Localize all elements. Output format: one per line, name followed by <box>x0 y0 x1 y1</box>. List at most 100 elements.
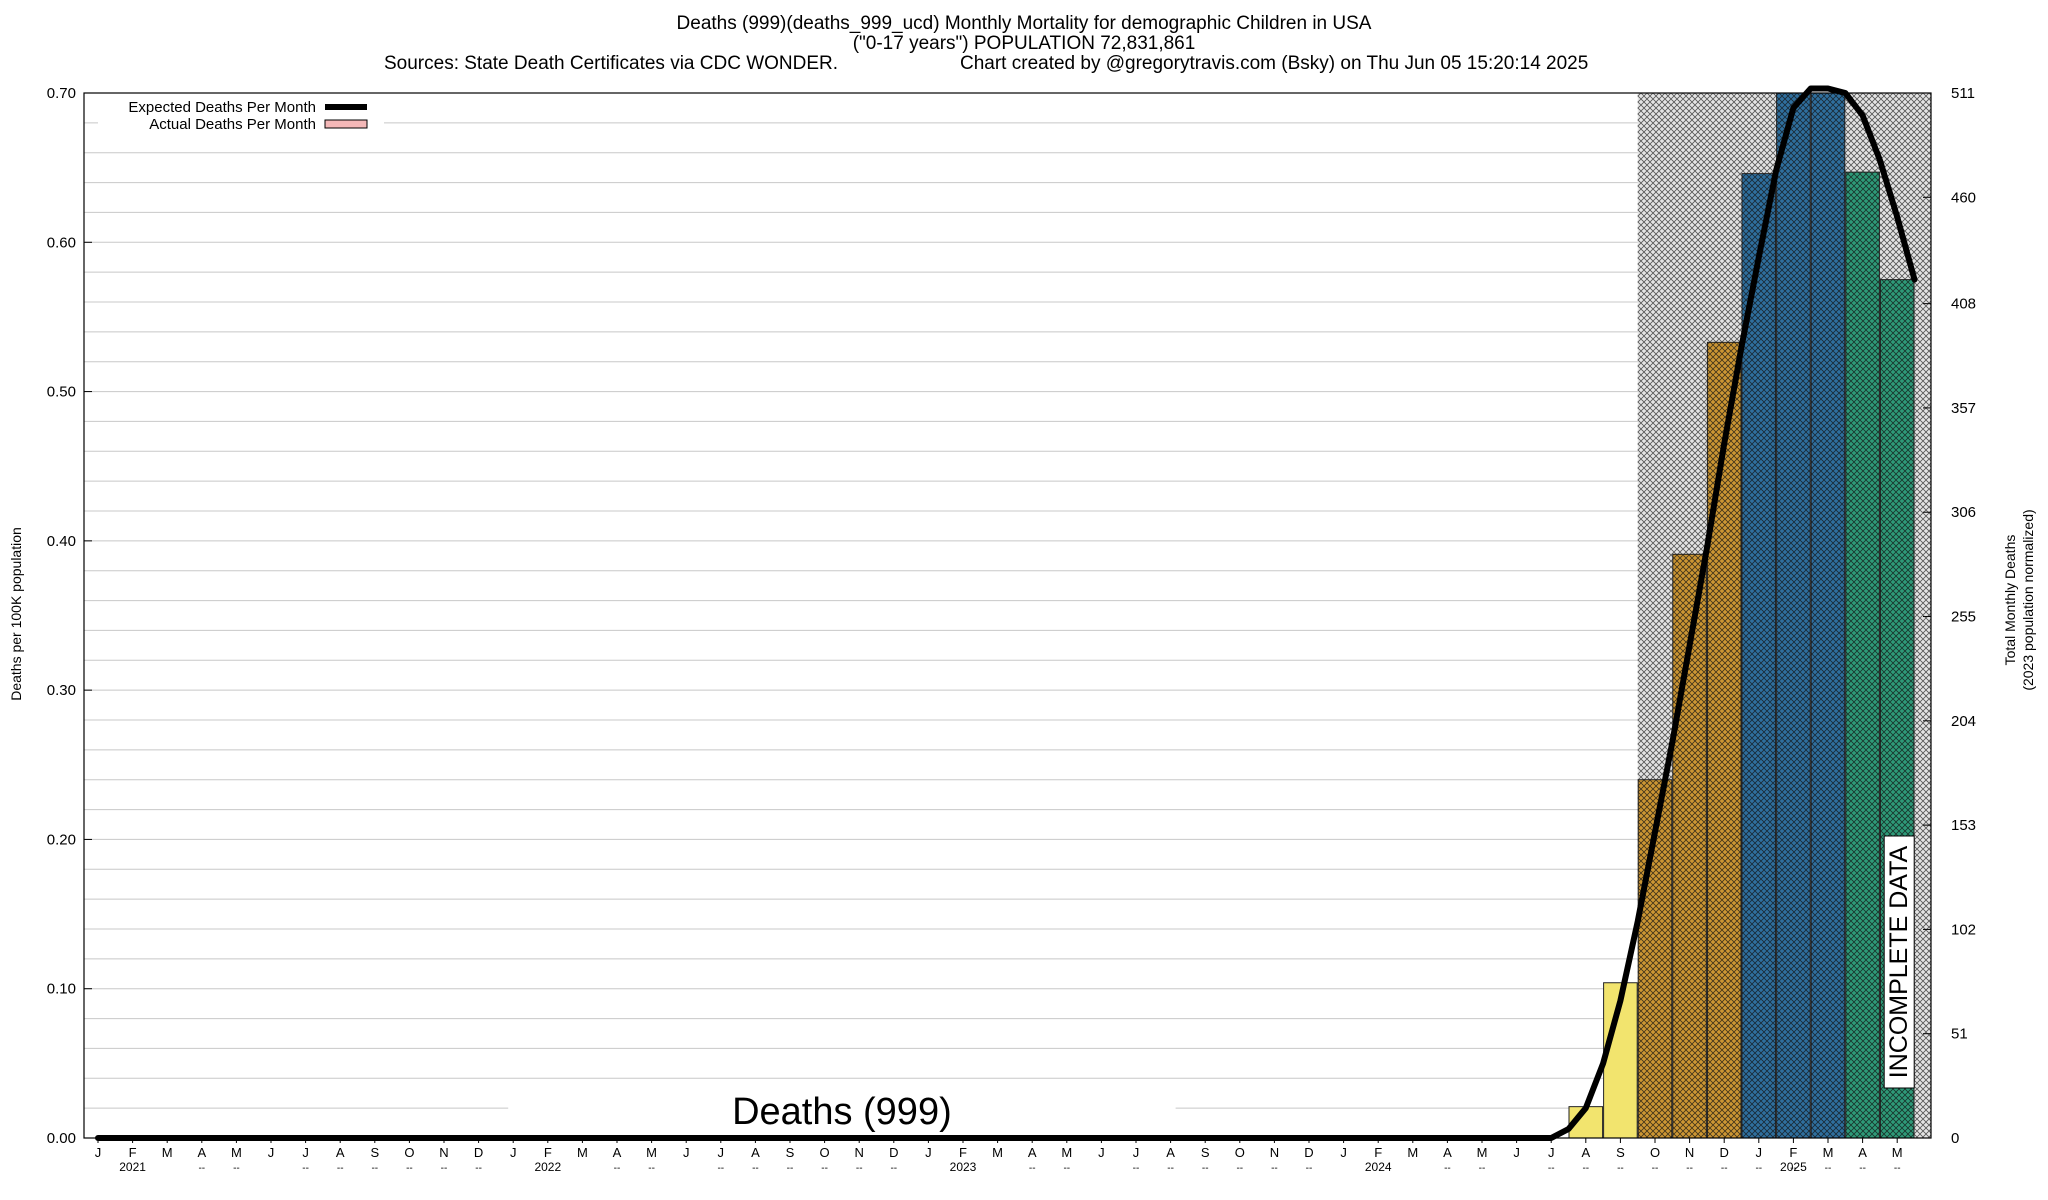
y2-tick-label: 255 <box>1951 609 1976 626</box>
x-sub-label: -- <box>752 1163 759 1174</box>
bars <box>1568 92 1915 1139</box>
legend-label: Actual Deaths Per Month <box>149 116 316 133</box>
x-month-label: J <box>1756 1145 1763 1160</box>
grid-lines <box>84 92 1931 1109</box>
x-month-label: N <box>855 1145 864 1160</box>
x-month-label: M <box>1823 1145 1834 1160</box>
x-month-label: S <box>786 1145 795 1160</box>
x-sub-label: -- <box>233 1163 240 1174</box>
x-month-label: A <box>1166 1145 1175 1160</box>
x-month-label: J <box>1098 1145 1105 1160</box>
x-month-label: A <box>1028 1145 1037 1160</box>
x-sub-label: -- <box>1652 1163 1659 1174</box>
y-tick-label: 0.10 <box>47 981 76 998</box>
y2-tick-label: 0 <box>1951 1130 1959 1147</box>
x-sub-label: -- <box>1859 1163 1866 1174</box>
x-year-label: 2023 <box>950 1160 977 1174</box>
x-month-label: D <box>1304 1145 1313 1160</box>
x-month-label: J <box>268 1145 275 1160</box>
x-month-label: A <box>751 1145 760 1160</box>
x-month-label: D <box>1720 1145 1729 1160</box>
x-sub-label: -- <box>648 1163 655 1174</box>
x-month-label: J <box>1513 1145 1520 1160</box>
x-sub-label: -- <box>1236 1163 1243 1174</box>
axes <box>83 92 1932 1139</box>
y-axis-label: Deaths per 100K population <box>8 527 24 701</box>
y-tick-label: 0.50 <box>47 384 76 401</box>
x-sub-label: -- <box>371 1163 378 1174</box>
expected-deaths-line <box>95 85 1918 1141</box>
x-month-label: F <box>1374 1145 1382 1160</box>
x-month-label: N <box>1685 1145 1694 1160</box>
x-month-label: D <box>474 1145 483 1160</box>
x-sub-label: -- <box>1479 1163 1486 1174</box>
x-sub-label: -- <box>1063 1163 1070 1174</box>
x-sub-label: -- <box>1894 1163 1901 1174</box>
chart-sources: Sources: State Death Certificates via CD… <box>384 53 839 74</box>
y2-axis-label-line1: Total Monthly Deaths <box>2002 534 2018 666</box>
x-year-label: 2021 <box>119 1160 146 1174</box>
y-tick-label: 0.40 <box>47 533 76 550</box>
x-year-label: 2022 <box>534 1160 561 1174</box>
x-month-label: J <box>1340 1145 1347 1160</box>
x-month-label: N <box>1270 1145 1279 1160</box>
x-sub-label: -- <box>717 1163 724 1174</box>
expected-line-layer <box>95 85 1918 1141</box>
x-month-label: S <box>1616 1145 1625 1160</box>
bar-hatch <box>1811 93 1845 1138</box>
x-month-label: S <box>370 1145 379 1160</box>
x-month-label: A <box>1443 1145 1452 1160</box>
x-month-label: F <box>1789 1145 1797 1160</box>
x-month-label: J <box>718 1145 725 1160</box>
y-tick-label: 0.20 <box>47 831 76 848</box>
x-month-label: J <box>1133 1145 1140 1160</box>
bar-hatch <box>1845 172 1880 1138</box>
x-month-label: M <box>992 1145 1003 1160</box>
bar-hatch <box>1742 173 1776 1139</box>
x-sub-label: -- <box>1133 1163 1140 1174</box>
y2-tick-label: 460 <box>1951 189 1976 206</box>
x-month-label: F <box>129 1145 137 1160</box>
x-month-label: O <box>1650 1145 1660 1160</box>
x-sub-label: -- <box>1686 1163 1693 1174</box>
x-month-label: A <box>197 1145 206 1160</box>
y2-tick-label: 408 <box>1951 296 1976 313</box>
chart-credit: Chart created by @gregorytravis.com (Bsk… <box>960 53 1589 74</box>
y2-tick-label: 357 <box>1951 400 1976 417</box>
x-sub-label: -- <box>1790 1163 1797 1174</box>
x-month-label: A <box>1858 1145 1867 1160</box>
x-sub-label: -- <box>1029 1163 1036 1174</box>
x-sub-label: -- <box>787 1163 794 1174</box>
x-sub-label: -- <box>1582 1163 1589 1174</box>
x-sub-label: -- <box>1306 1163 1313 1174</box>
x-month-label: O <box>404 1145 414 1160</box>
x-month-label: F <box>544 1145 552 1160</box>
x-month-label: J <box>95 1145 102 1160</box>
x-month-label: M <box>1892 1145 1903 1160</box>
x-month-label: M <box>577 1145 588 1160</box>
x-month-label: M <box>1061 1145 1072 1160</box>
y2-tick-label: 511 <box>1951 85 1975 102</box>
x-year-label: 2024 <box>1365 1160 1392 1174</box>
plot-frame <box>83 92 1932 1139</box>
x-sub-label: -- <box>614 1163 621 1174</box>
x-sub-label: -- <box>198 1163 205 1174</box>
y-tick-label: 0.60 <box>47 234 76 251</box>
x-month-label: O <box>1235 1145 1245 1160</box>
x-month-label: J <box>302 1145 309 1160</box>
x-month-label: O <box>820 1145 830 1160</box>
x-month-label: M <box>646 1145 657 1160</box>
x-month-label: S <box>1201 1145 1210 1160</box>
y2-axis-label-line2: (2023 population normalized) <box>2020 509 2036 691</box>
x-sub-label: -- <box>1755 1163 1762 1174</box>
incomplete-label-box <box>1883 835 1915 1089</box>
x-sub-label: -- <box>1202 1163 1209 1174</box>
x-month-label: M <box>1477 1145 1488 1160</box>
y-tick-label: 0.70 <box>47 85 76 102</box>
x-sub-label: -- <box>890 1163 897 1174</box>
x-month-label: M <box>231 1145 242 1160</box>
x-month-label: D <box>889 1145 898 1160</box>
x-year-label: 2025 <box>1780 1160 1807 1174</box>
watermark-band <box>508 1106 1176 1138</box>
